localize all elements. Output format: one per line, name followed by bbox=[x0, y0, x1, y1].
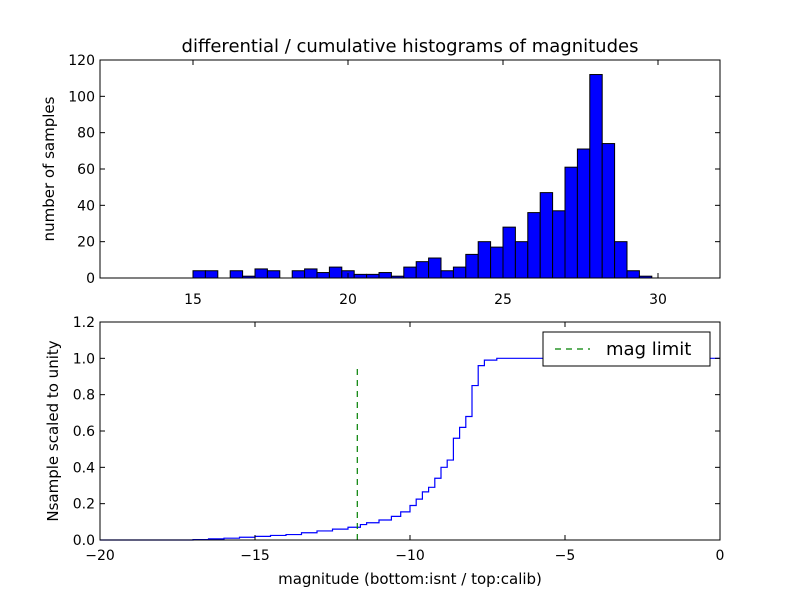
chart-title: differential / cumulative histograms of … bbox=[182, 36, 639, 57]
histogram-bar bbox=[428, 257, 442, 279]
histogram-bar bbox=[192, 270, 206, 279]
histogram-bar bbox=[316, 272, 330, 279]
histogram-bar bbox=[527, 212, 541, 279]
histogram-y-tick-label: 80 bbox=[77, 126, 95, 142]
cumulative-x-tick-label: −20 bbox=[85, 548, 115, 564]
cumulative-x-tick-label: −5 bbox=[555, 548, 576, 564]
histogram-bar bbox=[539, 192, 554, 279]
histogram-bar bbox=[291, 270, 306, 279]
cumulative-x-tick-label: −15 bbox=[240, 548, 270, 564]
histogram-x-tick-label: 25 bbox=[494, 292, 512, 308]
cumulative-x-tick-label: 0 bbox=[716, 548, 725, 564]
histogram-bar bbox=[589, 74, 603, 279]
cumulative-x-tick-label: −10 bbox=[395, 548, 425, 564]
cumulative-y-tick-label: 0.2 bbox=[73, 497, 95, 513]
histogram-y-tick-label: 40 bbox=[77, 198, 95, 214]
histogram-bar bbox=[415, 261, 430, 279]
histogram-bar bbox=[229, 270, 244, 279]
histogram-y-tick-label: 100 bbox=[68, 89, 95, 105]
histogram-panel: differential / cumulative histograms of … bbox=[40, 36, 721, 308]
cumulative-y-axis-label: Nsample scaled to unity bbox=[44, 340, 62, 521]
histogram-bar bbox=[601, 143, 616, 279]
histogram-y-tick-label: 0 bbox=[86, 271, 95, 287]
cumulative-y-tick-label: 0.6 bbox=[73, 424, 95, 440]
histogram-bar bbox=[465, 253, 479, 279]
histogram-bar bbox=[366, 273, 380, 279]
histogram-bar bbox=[477, 241, 492, 279]
histogram-bars bbox=[192, 74, 653, 279]
histogram-y-tick-label: 120 bbox=[68, 53, 95, 69]
histogram-bar bbox=[452, 266, 467, 279]
histogram-bar bbox=[378, 272, 392, 279]
histogram-bar bbox=[626, 270, 640, 279]
histogram-bar bbox=[576, 148, 591, 279]
cumulative-y-tick-label: 0.8 bbox=[73, 388, 95, 404]
histogram-bar bbox=[490, 246, 504, 279]
histogram-ticks: 0 20 40 60 80 100 120 15 20 25 30 bbox=[68, 53, 720, 308]
cumulative-panel: 0.0 0.2 0.4 0.6 0.8 1.0 1.2 −20 −15 −10 −5 0 Nsampl… bbox=[44, 315, 724, 588]
histogram-bar bbox=[204, 270, 219, 279]
histogram-bar bbox=[564, 166, 578, 279]
histogram-y-tick-label: 20 bbox=[77, 235, 95, 251]
histogram-bar bbox=[304, 268, 318, 279]
histogram-bar bbox=[514, 241, 529, 279]
histogram-bar bbox=[403, 266, 417, 279]
cumulative-y-tick-label: 0.4 bbox=[73, 460, 95, 476]
histogram-bar bbox=[254, 268, 268, 279]
cumulative-axes-frame bbox=[99, 321, 721, 541]
cumulative-ticks: 0.0 0.2 0.4 0.6 0.8 1.0 1.2 −20 −15 −10 −5 0 bbox=[73, 315, 725, 564]
legend-mag-limit-label: mag limit bbox=[606, 339, 691, 360]
histogram-x-tick-label: 15 bbox=[184, 292, 202, 308]
histogram-bar bbox=[552, 210, 566, 279]
histogram-bar bbox=[266, 270, 281, 279]
histogram-bar bbox=[353, 273, 368, 279]
histogram-y-axis-label: number of samples bbox=[40, 96, 58, 241]
histogram-x-tick-label: 20 bbox=[339, 292, 357, 308]
cumulative-y-tick-label: 1.2 bbox=[73, 315, 95, 331]
histogram-bar bbox=[440, 270, 454, 279]
histogram-bar bbox=[614, 241, 628, 279]
histogram-axes-frame bbox=[99, 59, 721, 279]
histogram-bar bbox=[502, 226, 516, 279]
cumulative-x-axis-label: magnitude (bottom:isnt / top:calib) bbox=[278, 570, 542, 588]
legend: mag limit bbox=[542, 331, 711, 367]
histogram-x-tick-label: 30 bbox=[649, 292, 667, 308]
histogram-y-tick-label: 60 bbox=[77, 162, 95, 178]
histogram-bar bbox=[328, 266, 343, 279]
cumulative-y-tick-label: 1.0 bbox=[73, 351, 95, 367]
cumulative-y-tick-label: 0.0 bbox=[73, 533, 95, 549]
